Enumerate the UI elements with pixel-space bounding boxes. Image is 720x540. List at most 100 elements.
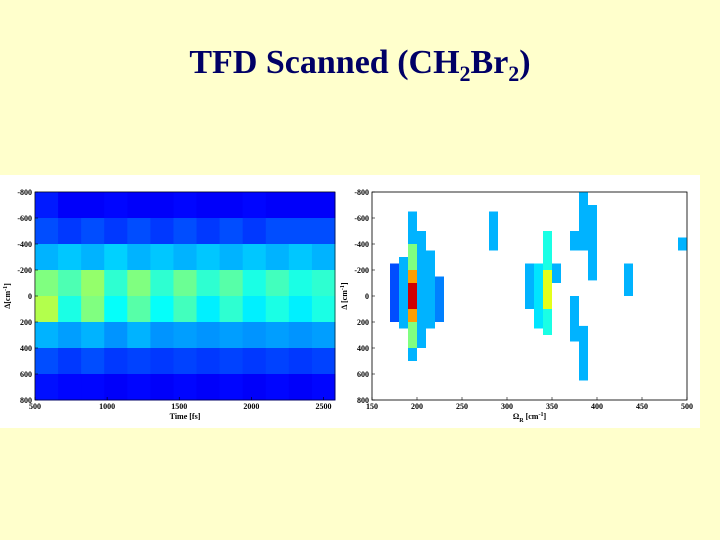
x-tick-label: 1500 — [171, 402, 187, 411]
heatmap-cell — [81, 348, 105, 375]
heatmap-cell — [127, 348, 151, 375]
axis-label-part: R — [519, 418, 524, 424]
title-text: ) — [519, 44, 531, 81]
heatmap-cell — [288, 322, 313, 349]
heatmap-cell — [173, 270, 198, 297]
heatmap-cell — [150, 322, 174, 349]
y-tick-label: -400 — [17, 240, 32, 249]
axis-label-part: -1 — [538, 412, 543, 418]
heatmap-cell — [35, 348, 59, 375]
heatmap-cell — [81, 322, 105, 349]
heatmap-cell — [311, 270, 336, 297]
x-axis-label: ΩR [cm-1] — [513, 412, 547, 424]
x-tick-label: 350 — [546, 402, 558, 411]
x-tick-label: 2500 — [315, 402, 331, 411]
title-subscript: 2 — [508, 60, 520, 86]
heatmap-cell — [242, 270, 267, 297]
heatmap-cell — [288, 218, 313, 245]
y-tick-label: -200 — [354, 266, 369, 275]
axis-label-part: -1 — [340, 285, 346, 290]
heatmap-cell — [288, 374, 313, 401]
heatmap-cell — [58, 374, 82, 401]
heatmap-cell — [35, 374, 59, 401]
heatmap-cell — [150, 348, 174, 375]
heatmap-cell — [242, 322, 267, 349]
heatmap-cell — [311, 244, 336, 271]
heatmap-cell — [127, 192, 151, 219]
heatmap-cell — [288, 296, 313, 323]
heatmap-cell — [104, 244, 128, 271]
heatmap-cell — [173, 192, 198, 219]
x-tick-label: 400 — [591, 402, 603, 411]
y-tick-label: 800 — [20, 396, 32, 405]
heatmap-cell — [408, 244, 417, 270]
y-tick-label: 400 — [20, 344, 32, 353]
heatmap-cell — [242, 192, 267, 219]
heatmap-cell — [426, 250, 435, 329]
heatmap-cell — [127, 322, 151, 349]
heatmap-cell — [543, 231, 552, 270]
y-tick-label: 600 — [20, 370, 32, 379]
heatmap-cell — [265, 244, 290, 271]
heatmap-cell — [104, 270, 128, 297]
heatmap-cell — [81, 218, 105, 245]
axis-label-part: ] — [340, 282, 349, 285]
heatmap-cell — [196, 192, 221, 219]
heatmap-cell — [311, 218, 336, 245]
heatmap-cell — [242, 244, 267, 271]
heatmap-cell — [81, 296, 105, 323]
heatmap-cell — [242, 374, 267, 401]
heatmap-cell — [104, 296, 128, 323]
heatmap-cell — [265, 322, 290, 349]
slide-title: TFD Scanned (CH2Br2) — [0, 44, 720, 87]
heatmap-cell — [35, 218, 59, 245]
y-tick-label: -200 — [17, 266, 32, 275]
heatmap-cell — [173, 374, 198, 401]
heatmap-cell — [35, 244, 59, 271]
heatmap-cell — [390, 263, 399, 322]
heatmap-cell — [242, 348, 267, 375]
heatmap-cell — [81, 244, 105, 271]
axis-label-part: [cm — [340, 290, 349, 305]
x-tick-label: 150 — [366, 402, 378, 411]
y-tick-label: 0 — [28, 292, 32, 301]
heatmap-cell — [219, 270, 244, 297]
heatmap-cell — [311, 192, 336, 219]
heatmap-cell — [265, 348, 290, 375]
heatmap-cell — [408, 309, 417, 322]
axis-label-part: Ω — [513, 412, 520, 421]
heatmap-cell — [219, 192, 244, 219]
heatmap-cell — [408, 270, 417, 283]
heatmap-cell — [150, 270, 174, 297]
heatmap-cell — [265, 192, 290, 219]
y-tick-label: -800 — [17, 188, 32, 197]
heatmap-cell — [570, 296, 579, 342]
heatmap-cell — [35, 296, 59, 323]
heatmap-cell — [579, 192, 588, 251]
heatmap-cell — [127, 244, 151, 271]
heatmap-cell — [288, 348, 313, 375]
y-tick-label: -600 — [17, 214, 32, 223]
heatmap-cell — [525, 263, 534, 309]
heatmap-cell — [127, 374, 151, 401]
heatmap-cell — [150, 218, 174, 245]
heatmap-cell — [579, 325, 588, 381]
heatmap-cell — [311, 322, 336, 349]
heatmap-cell — [35, 192, 59, 219]
y-tick-label: 200 — [357, 318, 369, 327]
heatmap-cell — [242, 296, 267, 323]
heatmap-cell — [408, 322, 417, 348]
heatmap-cell — [104, 374, 128, 401]
heatmap-cell — [127, 270, 151, 297]
x-tick-label: 500 — [681, 402, 693, 411]
heatmap-cell — [435, 276, 444, 322]
x-tick-label: 300 — [501, 402, 513, 411]
heatmap-cell — [265, 374, 290, 401]
heatmap-cell — [219, 374, 244, 401]
heatmap-cell — [265, 296, 290, 323]
heatmap-cell — [104, 348, 128, 375]
x-tick-label: 500 — [29, 402, 41, 411]
heatmap-cell — [196, 244, 221, 271]
heatmap-cell — [219, 244, 244, 271]
y-tick-label: 400 — [357, 344, 369, 353]
